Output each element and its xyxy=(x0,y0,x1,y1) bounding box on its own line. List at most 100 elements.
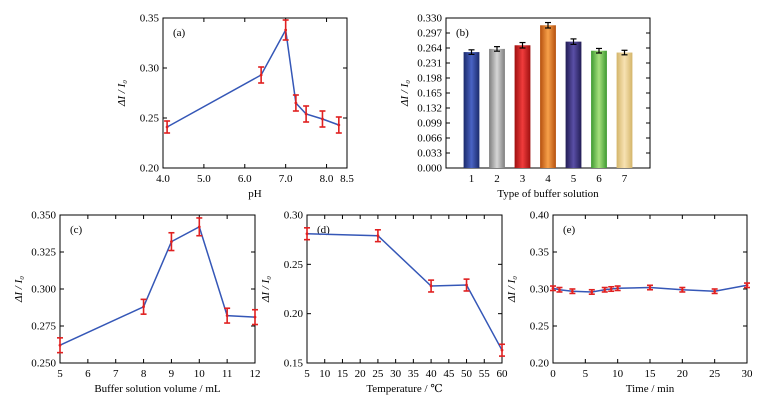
x-tick-label: 15 xyxy=(645,368,657,380)
data-point xyxy=(558,288,561,292)
y-tick-label: 0.15 xyxy=(284,358,304,370)
data-point xyxy=(321,117,324,121)
data-point xyxy=(571,289,574,293)
x-tick-label: 5 xyxy=(304,368,310,380)
bar-4 xyxy=(540,25,556,168)
y-tick-label: 0.000 xyxy=(417,163,442,175)
x-tick-label: 5.0 xyxy=(197,173,211,185)
panel-label: (a) xyxy=(173,27,186,39)
x-tick-label: 2 xyxy=(494,173,500,185)
x-tick-label: 30 xyxy=(390,368,402,380)
data-point xyxy=(253,315,257,319)
x-axis-label: pH xyxy=(248,188,262,200)
y-tick-label: 0.20 xyxy=(284,308,304,320)
data-point xyxy=(590,290,594,294)
x-tick-label: 6 xyxy=(596,173,602,185)
x-axis-label: Buffer solution volume / mL xyxy=(94,383,221,395)
x-tick-label: 10 xyxy=(194,368,206,380)
y-tick-label: 0.35 xyxy=(140,13,160,25)
x-tick-label: 8 xyxy=(141,368,147,380)
y-tick-label: 0.30 xyxy=(284,210,304,222)
x-tick-label: 6 xyxy=(85,368,91,380)
data-point xyxy=(648,286,652,289)
series-line xyxy=(306,232,503,351)
data-point xyxy=(429,284,433,288)
y-tick-label: 0.350 xyxy=(31,210,56,222)
data-point xyxy=(603,288,607,292)
x-tick-label: 5 xyxy=(57,368,63,380)
x-tick-label: 0 xyxy=(550,368,556,380)
x-axis-label: Type of buffer solution xyxy=(497,188,599,200)
data-point xyxy=(465,283,468,287)
panel-label: (e) xyxy=(563,224,576,236)
bar-2 xyxy=(489,48,505,169)
series-line xyxy=(166,27,340,128)
y-tick-label: 0.20 xyxy=(530,358,550,370)
panel-label: (b) xyxy=(456,27,469,39)
y-tick-label: 0.20 xyxy=(140,163,160,175)
x-axis-label: Temperature / ℃ xyxy=(366,383,442,395)
y-tick-label: 0.325 xyxy=(31,247,56,259)
data-point xyxy=(609,287,613,291)
y-tick-label: 0.40 xyxy=(530,210,550,222)
data-point xyxy=(500,348,504,352)
data-point xyxy=(305,232,309,236)
data-point xyxy=(304,112,308,116)
panel-e: 0.20 0.25 0.30 0.35 0.40 0 5 10 15 20 25 30 Time / m… xyxy=(506,210,753,396)
x-tick-label: 4 xyxy=(545,173,551,185)
x-tick-label: 60 xyxy=(497,368,509,380)
x-tick-label: 9 xyxy=(169,368,175,380)
data-point xyxy=(170,240,173,244)
y-tick-label: 0.165 xyxy=(417,88,442,100)
bar-6 xyxy=(591,50,607,168)
x-tick-label: 25 xyxy=(372,368,384,380)
panel-c: 0.250 0.275 0.300 0.325 0.350 5 6 7 8 9 10 11 12 Buff… xyxy=(13,210,261,396)
bar-1 xyxy=(463,52,480,168)
panel-label: (d) xyxy=(317,224,330,236)
bar-3 xyxy=(514,45,531,168)
x-tick-label: 1 xyxy=(469,173,475,185)
data-point xyxy=(259,73,263,77)
y-tick-label: 0.25 xyxy=(530,321,550,333)
x-tick-label: 4.0 xyxy=(156,173,170,185)
x-tick-label: 55 xyxy=(479,368,491,380)
y-tick-label: 0.099 xyxy=(417,118,442,130)
x-tick-label: 30 xyxy=(742,368,754,380)
x-tick-label: 50 xyxy=(461,368,473,380)
data-point xyxy=(165,125,169,129)
x-tick-label: 20 xyxy=(355,368,367,380)
x-tick-label: 3 xyxy=(520,173,526,185)
data-point xyxy=(713,289,717,293)
data-point xyxy=(551,286,555,290)
x-tick-label: 35 xyxy=(408,368,420,380)
x-tick-label: 12 xyxy=(250,368,261,380)
data-point xyxy=(284,28,288,32)
x-tick-label: 7.0 xyxy=(279,173,293,185)
panel-label: (c) xyxy=(70,224,83,236)
y-tick-label: 0.30 xyxy=(140,63,160,75)
panel-d: 0.15 0.20 0.25 0.30 5 10 15 20 25 30 35 40 45 50 55 60 T… xyxy=(260,210,508,396)
data-point xyxy=(745,283,749,287)
y-tick-label: 0.033 xyxy=(417,148,442,160)
x-tick-label: 45 xyxy=(443,368,455,380)
y-axis-label: ΔI / I₀ xyxy=(116,80,128,107)
x-tick-label: 25 xyxy=(709,368,721,380)
y-axis-label: ΔI / I₀ xyxy=(399,80,411,107)
plot-frame xyxy=(306,214,503,364)
y-tick-label: 0.25 xyxy=(284,259,304,271)
x-tick-label: 10 xyxy=(612,368,624,380)
data-point xyxy=(225,314,229,318)
x-tick-label: 5 xyxy=(583,368,589,380)
x-tick-label: 5 xyxy=(571,173,577,185)
data-point xyxy=(680,288,684,292)
data-point xyxy=(616,286,620,290)
data-point xyxy=(58,343,62,347)
data-point xyxy=(197,225,201,229)
series-line xyxy=(59,225,256,346)
x-tick-label: 8.5 xyxy=(340,173,354,185)
data-point xyxy=(337,123,341,127)
y-tick-label: 0.300 xyxy=(31,284,56,296)
y-tick-label: 0.35 xyxy=(530,247,550,259)
y-axis-label: ΔI / I₀ xyxy=(506,276,518,303)
